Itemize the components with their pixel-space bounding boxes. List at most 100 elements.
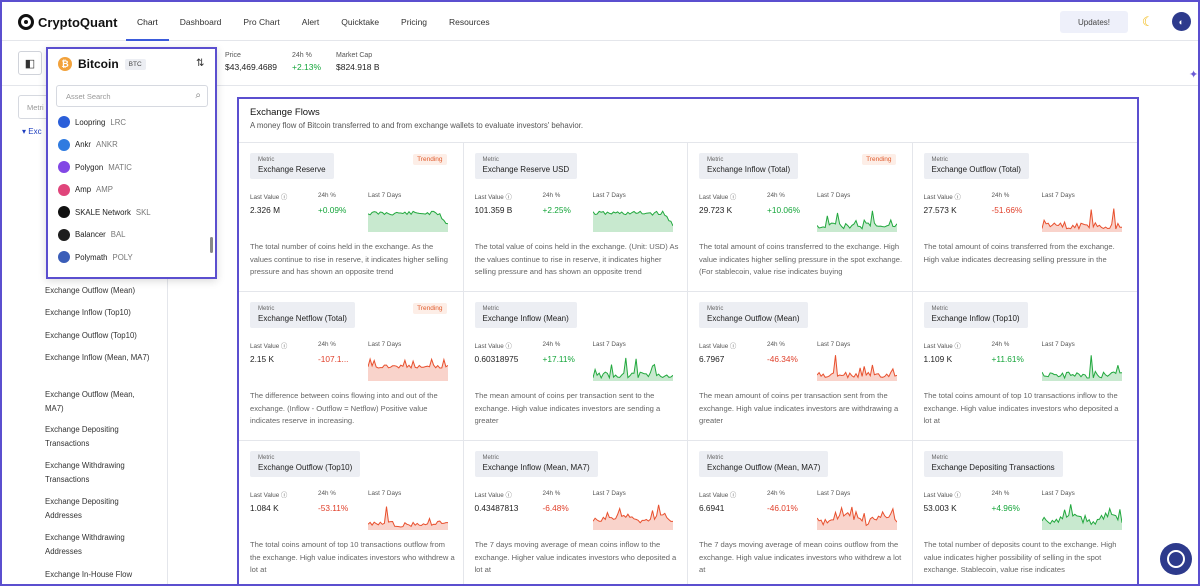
coin-symbol: AMP	[96, 185, 113, 195]
metric-card[interactable]: Metric Exchange Outflow (Mean) Last Valu…	[688, 291, 913, 440]
sidebar-item[interactable]: Exchange In-House Flow (Total)	[45, 570, 133, 584]
coin-icon	[58, 138, 70, 151]
info-icon[interactable]: ⓘ	[505, 343, 512, 350]
sidebar-item[interactable]: Exchange Outflow (Mean, MA7)	[45, 390, 135, 413]
chat-support-icon[interactable]	[1160, 543, 1192, 575]
metric-description: The total coins amount of top 10 transac…	[923, 391, 1119, 425]
sidebar-item[interactable]: Exchange Outflow (Mean)	[45, 286, 136, 295]
info-icon[interactable]: ⓘ	[281, 343, 288, 350]
metric-label: Metric	[482, 455, 499, 461]
coin-name: SKALE Network	[75, 207, 131, 217]
metric-card[interactable]: Metric Exchange Inflow (Total) Trending …	[688, 142, 913, 291]
change-24h-value: -46.01%	[767, 503, 798, 513]
sidebar-collapse-button[interactable]: ◧	[18, 51, 42, 75]
info-icon[interactable]: ⓘ	[954, 492, 961, 499]
metric-description: The 7 days moving average of mean coins …	[699, 540, 902, 574]
cryptoquant-logo-icon	[18, 14, 34, 30]
info-icon[interactable]: ⓘ	[505, 492, 512, 499]
top-nav: CryptoQuant Chart Dashboard Pro Chart Alert…	[2, 2, 1198, 81]
updates-button[interactable]: ✦ Updates!	[1060, 11, 1198, 81]
metric-title-box: Metric Exchange Reserve	[250, 153, 334, 179]
metric-card[interactable]: Metric Exchange Inflow (Mean) Last Value…	[463, 291, 688, 440]
metric-card[interactable]: Metric Exchange Reserve Trending Last Va…	[239, 142, 464, 291]
metric-label: Metric	[482, 306, 499, 312]
metric-title-box: Metric Exchange Reserve USD	[474, 153, 578, 179]
asset-list-item[interactable]: Balancer BAL	[58, 224, 198, 247]
tree-group-exchange-flows[interactable]: ▾ Exc	[22, 127, 42, 136]
info-icon[interactable]: ⓘ	[730, 492, 737, 499]
metric-name: Exchange Outflow (Mean)	[707, 314, 800, 323]
asset-selector[interactable]: ₿ Bitcoin BTC	[58, 57, 146, 71]
metric-card[interactable]: Metric Exchange Inflow (Mean, MA7) Last …	[463, 440, 688, 584]
metric-name: Exchange Inflow (Mean)	[482, 314, 569, 323]
info-icon[interactable]: ⓘ	[505, 194, 512, 201]
nav-item[interactable]: Alert	[301, 17, 320, 27]
asset-list-item[interactable]: Loopring LRC	[58, 111, 198, 134]
last-value: 1.109 K	[923, 354, 953, 364]
coin-name: Ankr	[75, 140, 92, 150]
sidebar-item[interactable]: Exchange Withdrawing Addresses	[45, 533, 125, 556]
metric-card[interactable]: Metric Exchange Outflow (Mean, MA7) Last…	[688, 440, 913, 584]
last-7-days-sparkline	[368, 506, 448, 530]
metric-card[interactable]: Metric Exchange Inflow (Top10) Last Valu…	[912, 291, 1137, 440]
nav-item[interactable]: Quicktake	[341, 17, 380, 27]
last-7-days-sparkline	[817, 210, 897, 232]
change-24h-value: -46.34%	[767, 354, 798, 364]
swap-arrows-icon[interactable]: ⇅	[196, 58, 205, 69]
info-icon[interactable]: ⓘ	[730, 343, 737, 350]
change-24h-label: 24h %	[542, 192, 561, 199]
coin-icon	[58, 161, 70, 174]
metric-title-box: Metric Exchange Inflow (Mean, MA7)	[474, 451, 598, 477]
last-7-days-label: Last 7 Days	[368, 192, 402, 199]
nav-item[interactable]: Pro Chart	[243, 17, 280, 27]
asset-list-item[interactable]: Polygon MATIC	[58, 156, 198, 179]
nav-menu: Chart Dashboard Pro Chart Alert Quicktake Pri…	[126, 2, 501, 41]
last-7-days-sparkline	[1041, 208, 1122, 232]
sidebar-item[interactable]: Exchange Inflow (Top10)	[45, 308, 131, 317]
last-7-days-sparkline	[368, 210, 448, 232]
sidebar-item[interactable]: Exchange Withdrawing Transactions	[45, 461, 125, 484]
info-icon[interactable]: ⓘ	[954, 194, 961, 201]
info-icon[interactable]: ⓘ	[730, 194, 737, 201]
metric-card[interactable]: Metric Exchange Outflow (Total) Last Val…	[912, 142, 1137, 291]
metric-card[interactable]: Metric Exchange Reserve USD Last Value ⓘ…	[463, 142, 688, 291]
change-24h-label: 24h %	[318, 192, 336, 199]
asset-list-item[interactable]: Polymath POLY	[58, 246, 198, 269]
coin-name: Polygon	[75, 162, 104, 172]
asset-list-item[interactable]: Ankr ANKR	[58, 134, 198, 157]
sidebar-item[interactable]: Exchange Depositing Addresses	[45, 497, 119, 520]
metric-title-box: Metric Exchange Inflow (Mean)	[474, 302, 577, 328]
dark-mode-toggle-icon[interactable]: ☾	[1142, 14, 1154, 29]
asset-list-item[interactable]: Amp AMP	[58, 179, 198, 202]
dropdown-scrollbar[interactable]	[210, 237, 213, 253]
info-icon[interactable]: ⓘ	[281, 194, 288, 201]
price-stat: Price $43,469.4689	[225, 52, 277, 72]
nav-item[interactable]: Pricing	[401, 17, 428, 27]
metric-card[interactable]: Metric Exchange Netflow (Total) Trending…	[239, 291, 464, 440]
asset-search-input[interactable]: Asset Search ⌕	[56, 85, 208, 107]
nav-item[interactable]: Dashboard	[179, 17, 222, 27]
metric-title-box: Metric Exchange Netflow (Total)	[250, 302, 355, 328]
nav-item[interactable]: Resources	[449, 17, 490, 27]
nav-item[interactable]: Chart	[126, 2, 169, 41]
coin-name: Amp	[75, 185, 92, 195]
sidebar-item[interactable]: Exchange Outflow (Top10)	[45, 331, 137, 340]
asset-list-item[interactable]: SKALE Network SKL	[58, 201, 198, 224]
info-icon[interactable]: ⓘ	[281, 492, 288, 499]
price-label: Price	[225, 52, 241, 59]
marketcap-stat: Market Cap $824.918 B	[336, 52, 379, 72]
metric-card[interactable]: Metric Exchange Outflow (Top10) Last Val…	[239, 440, 464, 584]
metric-card-grid: Metric Exchange Reserve Trending Last Va…	[239, 142, 1137, 584]
metric-label: Metric	[931, 306, 948, 312]
last-value-label: Last Value ⓘ	[250, 490, 287, 499]
user-avatar[interactable]: ◐	[1172, 12, 1191, 31]
sidebar-item[interactable]: Exchange Inflow (Mean, MA7)	[45, 353, 150, 362]
change-24h-label: 24h %	[991, 341, 1010, 348]
info-icon[interactable]: ⓘ	[954, 343, 961, 350]
sidebar-item[interactable]: Exchange Depositing Transactions	[45, 425, 119, 448]
brand-logo[interactable]: CryptoQuant	[18, 14, 117, 30]
last-7-days-sparkline	[592, 210, 673, 232]
last-value-label-text: Last Value	[699, 194, 729, 201]
caret-down-icon: ▾	[22, 127, 29, 136]
metric-card[interactable]: Metric Exchange Depositing Transactions …	[912, 440, 1137, 584]
